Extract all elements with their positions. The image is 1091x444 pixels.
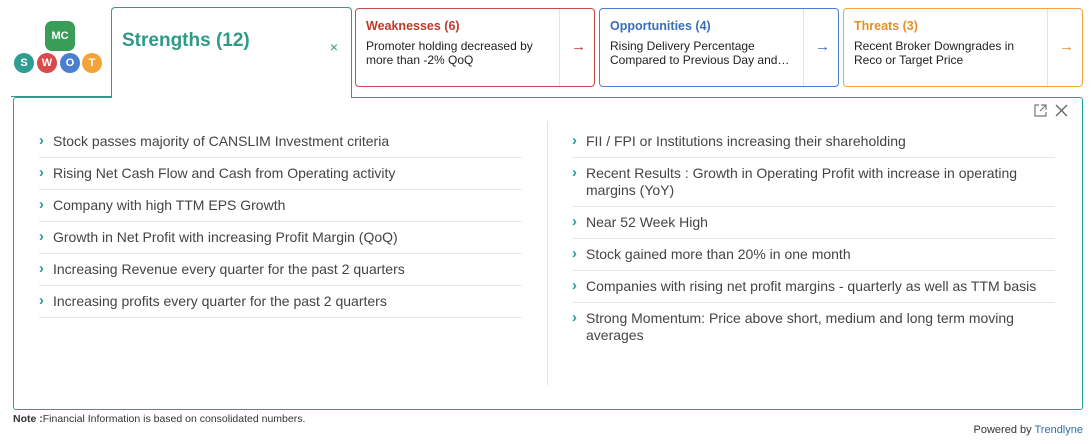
card-threats[interactable]: Threats (3) Recent Broker Downgrades in … xyxy=(843,8,1083,87)
chevron-right-icon: › xyxy=(572,213,577,230)
arrow-right-icon[interactable]: → xyxy=(815,38,830,55)
strengths-title: Strengths (12) xyxy=(122,30,250,51)
powered-by: Powered by Trendlyne xyxy=(974,424,1083,436)
panel-actions xyxy=(1034,104,1068,121)
chevron-right-icon: › xyxy=(39,292,44,309)
strengths-right-list: › FII / FPI or Institutions increasing th… xyxy=(572,126,1055,351)
close-icon[interactable] xyxy=(1055,104,1068,121)
weaknesses-title: Weaknesses (6) xyxy=(366,19,460,33)
card-separator xyxy=(1047,9,1048,86)
threats-text: Recent Broker Downgrades in Reco or Targ… xyxy=(854,39,1015,67)
list-item[interactable]: › Increasing profits every quarter for th… xyxy=(39,286,522,318)
logo-divider xyxy=(11,96,111,97)
card-opportunities[interactable]: Opportunities (4) Rising Delivery Percen… xyxy=(599,8,839,87)
swot-logo: MC S W O T xyxy=(12,18,102,78)
chevron-right-icon: › xyxy=(572,132,577,149)
chevron-right-icon: › xyxy=(39,164,44,181)
arrow-right-icon[interactable]: → xyxy=(571,38,586,55)
external-link-icon[interactable] xyxy=(1034,104,1047,121)
strengths-left-list: › Stock passes majority of CANSLIM Invest… xyxy=(39,126,522,318)
chevron-right-icon: › xyxy=(572,309,577,326)
powered-label: Powered by xyxy=(973,424,1035,436)
list-item[interactable]: › Companies with rising net profit margin… xyxy=(572,271,1055,303)
chevron-right-icon: › xyxy=(572,245,577,262)
chevron-right-icon: › xyxy=(39,132,44,149)
weaknesses-text: Promoter holding decreased by more than … xyxy=(366,39,533,67)
logo-letter-s: S xyxy=(14,53,34,73)
note-label: Note : xyxy=(13,413,43,425)
chevron-right-icon: › xyxy=(39,228,44,245)
list-item[interactable]: › Stock passes majority of CANSLIM Invest… xyxy=(39,126,522,158)
opportunities-text: Rising Delivery Percentage Compared to P… xyxy=(610,39,790,67)
chevron-right-icon: › xyxy=(572,277,577,294)
card-separator xyxy=(559,9,560,86)
strengths-panel: › Stock passes majority of CANSLIM Invest… xyxy=(13,97,1083,410)
list-item[interactable]: › FII / FPI or Institutions increasing th… xyxy=(572,126,1055,158)
list-item[interactable]: › Company with high TTM EPS Growth xyxy=(39,190,522,222)
list-item[interactable]: › Stock gained more than 20% in one month xyxy=(572,239,1055,271)
note-text: Financial Information is based on consol… xyxy=(42,413,306,425)
threats-title: Threats (3) xyxy=(854,19,918,33)
list-item[interactable]: › Near 52 Week High xyxy=(572,207,1055,239)
opportunities-title: Opportunities (4) xyxy=(610,19,711,33)
mc-logo-badge: MC xyxy=(45,21,75,51)
list-item[interactable]: › Recent Results : Growth in Operating Pr… xyxy=(572,158,1055,207)
list-item[interactable]: › Rising Net Cash Flow and Cash from Oper… xyxy=(39,158,522,190)
logo-letter-t: T xyxy=(82,53,102,73)
logo-letter-o: O xyxy=(60,53,80,73)
close-icon[interactable]: × xyxy=(329,39,338,55)
card-weaknesses[interactable]: Weaknesses (6) Promoter holding decrease… xyxy=(355,8,595,87)
trendlyne-link[interactable]: Trendlyne xyxy=(1034,424,1083,436)
column-divider xyxy=(547,121,548,385)
tab-strengths[interactable]: Strengths (12) × xyxy=(111,7,352,98)
list-item[interactable]: › Strong Momentum: Price above short, med… xyxy=(572,309,1014,343)
list-item[interactable]: › Increasing Revenue every quarter for th… xyxy=(39,254,522,286)
list-item[interactable]: › Growth in Net Profit with increasing Pr… xyxy=(39,222,522,254)
logo-letter-w: W xyxy=(37,53,57,73)
arrow-right-icon[interactable]: → xyxy=(1059,38,1074,55)
chevron-right-icon: › xyxy=(39,196,44,213)
card-separator xyxy=(803,9,804,86)
footnote: Note :Financial Information is based on … xyxy=(13,413,305,425)
chevron-right-icon: › xyxy=(572,164,577,181)
chevron-right-icon: › xyxy=(39,260,44,277)
